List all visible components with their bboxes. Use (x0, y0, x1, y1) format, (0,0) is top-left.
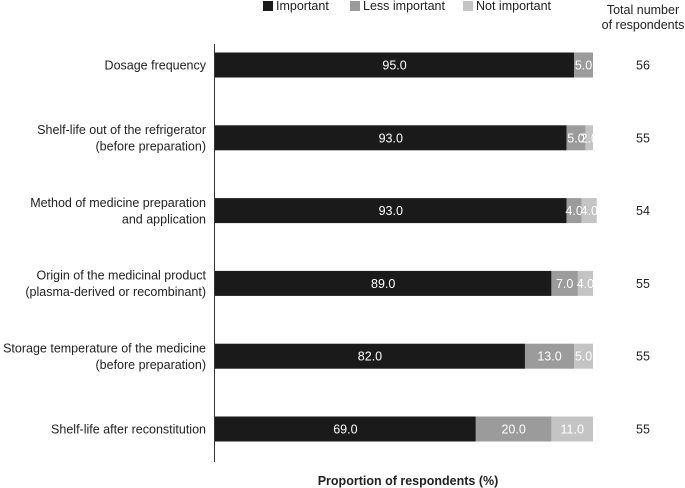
bar-less-important (524, 343, 575, 369)
category-label: (before preparation) (96, 358, 206, 372)
legend-label-less-important: Less important (363, 0, 446, 13)
category-labels: Dosage frequency Shelf-life out of the re… (3, 59, 207, 437)
bar-less-important (475, 416, 552, 442)
category-label: Storage temperature of the medicine (3, 341, 206, 355)
respondent-count: 55 (636, 423, 650, 437)
respondents-header-line: of respondents (602, 18, 685, 32)
respondent-count: 54 (636, 204, 650, 218)
respondent-counts: 56 55 54 55 55 55 (636, 59, 650, 437)
bar-less-important (574, 52, 593, 78)
bar-important (215, 198, 567, 224)
respondent-count: 55 (636, 131, 650, 145)
bar-value-label: 2.0 (581, 131, 598, 145)
legend: Important Less important Not important (263, 0, 552, 13)
category-label: (plasma-derived or recombinant) (25, 285, 206, 299)
bar-value-label: 4.0 (581, 204, 598, 218)
legend-swatch-important (263, 1, 273, 11)
bar-value-label: 11.0 (561, 423, 584, 437)
bar-value-label: 5.0 (575, 59, 592, 73)
bar-not-important (585, 125, 593, 151)
legend-label-not-important: Not important (476, 0, 552, 13)
bar-important (215, 343, 525, 369)
category-label: Method of medicine preparation (30, 196, 206, 210)
bar-value-label: 20.0 (501, 423, 525, 437)
bar-value-label: 13.0 (537, 350, 561, 364)
plot-area: 95.0 5.093.0 5.02.093.0 4.04.089.0 7.0 4.082.… (215, 52, 598, 442)
category-label: Dosage frequency (105, 59, 207, 73)
category-label: (before preparation) (96, 140, 206, 154)
respondent-count: 55 (636, 350, 650, 364)
bar-important (215, 52, 575, 78)
category-label: Shelf-life out of the refrigerator (37, 123, 206, 137)
bar-value-label: 5.0 (567, 131, 584, 145)
bar-value-label: 93.0 (379, 131, 403, 145)
legend-swatch-not-important (463, 1, 473, 11)
bar-less-important (566, 198, 582, 224)
bar-value-label: 5.0 (575, 350, 592, 364)
category-label: and application (122, 212, 206, 226)
respondent-count: 55 (636, 277, 650, 291)
bar-not-important (577, 270, 593, 296)
bar-less-important (566, 125, 586, 151)
legend-swatch-less-important (350, 1, 360, 11)
bar-value-label: 89.0 (371, 277, 395, 291)
bar-value-label: 69.0 (333, 423, 357, 437)
bar-not-important (574, 343, 593, 369)
legend-label-important: Important (276, 0, 329, 13)
bar-less-important (551, 270, 578, 296)
bar-value-label: 7.0 (556, 277, 573, 291)
category-label: Shelf-life after reconstitution (51, 423, 206, 437)
respondents-header-line: Total number (607, 3, 679, 17)
x-axis-title: Proportion of respondents (%) (318, 474, 499, 488)
bar-value-label: 93.0 (379, 204, 403, 218)
bar-important (215, 416, 476, 442)
bar-important (215, 270, 552, 296)
bar-not-important (581, 198, 597, 224)
bar-value-label: 95.0 (382, 59, 406, 73)
bar-value-label: 4.0 (565, 204, 582, 218)
category-label: Origin of the medicinal product (36, 269, 206, 283)
respondent-count: 56 (636, 59, 650, 73)
bar-not-important (551, 416, 593, 442)
bar-important (215, 125, 567, 151)
bar-value-label: 82.0 (358, 350, 382, 364)
bar-value-label: 4.0 (577, 277, 594, 291)
